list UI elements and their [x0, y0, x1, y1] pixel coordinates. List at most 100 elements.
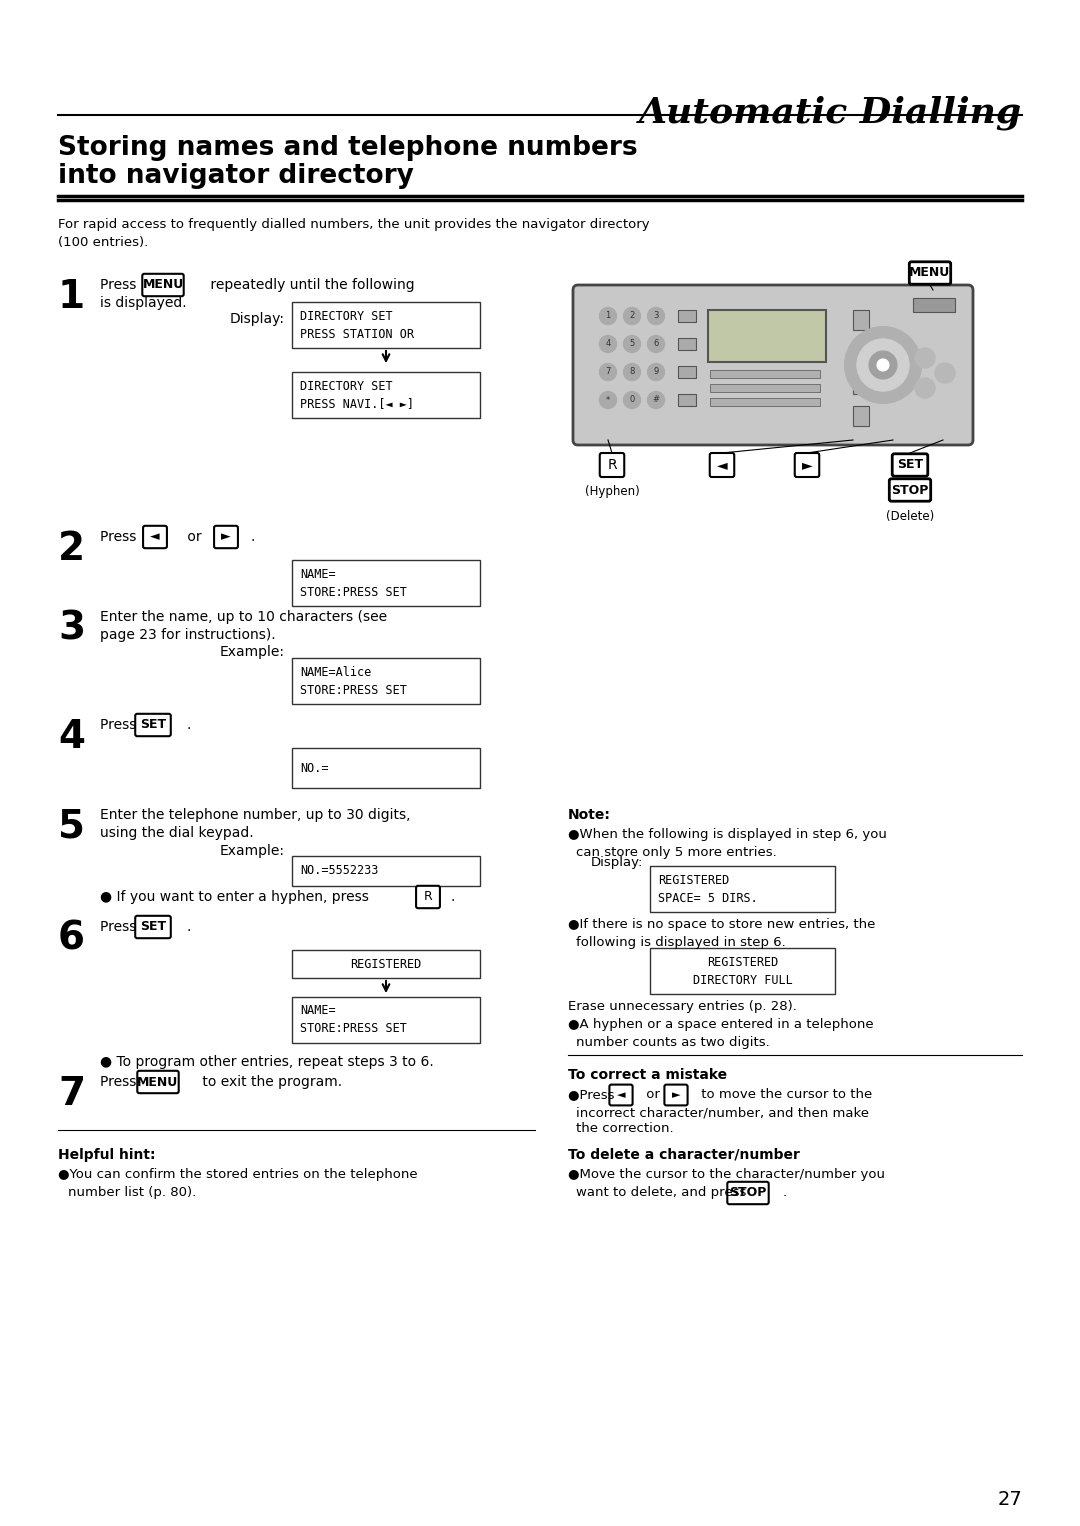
Text: using the dial keypad.: using the dial keypad. — [100, 826, 254, 839]
Bar — [650, 865, 835, 913]
Text: REGISTERED
DIRECTORY FULL: REGISTERED DIRECTORY FULL — [692, 955, 793, 986]
FancyBboxPatch shape — [416, 885, 440, 908]
FancyBboxPatch shape — [143, 273, 184, 296]
Text: Press: Press — [100, 920, 140, 934]
Text: .: . — [186, 920, 190, 934]
Text: to move the cursor to the: to move the cursor to the — [697, 1088, 873, 1100]
Text: 4: 4 — [58, 719, 85, 755]
Text: 1: 1 — [58, 278, 85, 316]
Circle shape — [599, 392, 617, 409]
Circle shape — [599, 363, 617, 380]
Text: want to delete, and press: want to delete, and press — [576, 1186, 751, 1199]
Text: ►: ► — [221, 531, 231, 543]
FancyBboxPatch shape — [573, 285, 973, 446]
Bar — [292, 856, 480, 887]
Text: ●Move the cursor to the character/number you: ●Move the cursor to the character/number… — [568, 1167, 885, 1181]
FancyBboxPatch shape — [909, 262, 950, 284]
Bar — [292, 560, 480, 606]
Text: To delete a character/number: To delete a character/number — [568, 1148, 800, 1161]
Text: ● To program other entries, repeat steps 3 to 6.: ● To program other entries, repeat steps… — [100, 1054, 434, 1070]
Text: STOP: STOP — [729, 1187, 767, 1199]
Bar — [710, 385, 820, 392]
Circle shape — [623, 308, 640, 325]
Circle shape — [623, 336, 640, 353]
Bar — [292, 996, 480, 1042]
Circle shape — [845, 327, 921, 403]
Text: 6: 6 — [653, 339, 659, 348]
FancyBboxPatch shape — [599, 453, 624, 478]
Text: *: * — [606, 395, 610, 404]
Bar — [678, 337, 696, 349]
FancyBboxPatch shape — [710, 453, 734, 478]
Circle shape — [648, 363, 664, 380]
Text: DIRECTORY SET
PRESS NAVI.[◄ ►]: DIRECTORY SET PRESS NAVI.[◄ ►] — [300, 380, 414, 410]
Text: Press: Press — [100, 1074, 140, 1090]
Text: ●A hyphen or a space entered in a telephone: ●A hyphen or a space entered in a teleph… — [568, 1018, 874, 1032]
Text: .: . — [451, 890, 456, 903]
Text: SET: SET — [140, 920, 166, 934]
Text: Note:: Note: — [568, 807, 611, 823]
Text: NAME=
STORE:PRESS SET: NAME= STORE:PRESS SET — [300, 1004, 407, 1036]
FancyBboxPatch shape — [214, 526, 238, 548]
Text: .: . — [783, 1186, 787, 1199]
Text: 0: 0 — [630, 395, 635, 404]
FancyBboxPatch shape — [795, 453, 820, 478]
FancyBboxPatch shape — [143, 526, 167, 548]
Text: NAME=
STORE:PRESS SET: NAME= STORE:PRESS SET — [300, 568, 407, 598]
Text: .: . — [249, 530, 255, 543]
Circle shape — [858, 339, 909, 391]
Text: (100 entries).: (100 entries). — [58, 237, 148, 249]
Text: ●You can confirm the stored entries on the telephone: ●You can confirm the stored entries on t… — [58, 1167, 418, 1181]
Text: REGISTERED
SPACE= 5 DIRS.: REGISTERED SPACE= 5 DIRS. — [658, 873, 758, 905]
Text: R: R — [423, 891, 432, 903]
Text: or: or — [183, 530, 206, 543]
Text: NO.=5552233: NO.=5552233 — [300, 865, 378, 877]
Text: incorrect character/number, and then make: incorrect character/number, and then mak… — [576, 1106, 869, 1119]
Bar — [678, 394, 696, 406]
Text: 7: 7 — [605, 368, 610, 377]
Text: page 23 for instructions).: page 23 for instructions). — [100, 629, 275, 642]
Text: number list (p. 80).: number list (p. 80). — [68, 1186, 197, 1199]
Text: Storing names and telephone numbers: Storing names and telephone numbers — [58, 134, 637, 162]
Text: Press: Press — [100, 278, 140, 291]
Text: Example:: Example: — [220, 645, 285, 659]
Circle shape — [648, 336, 664, 353]
Circle shape — [935, 363, 955, 383]
Text: ●Press: ●Press — [568, 1088, 619, 1100]
Bar — [292, 302, 480, 348]
Text: 9: 9 — [653, 368, 659, 377]
Text: Automatic Dialling: Automatic Dialling — [639, 95, 1022, 130]
Text: To correct a mistake: To correct a mistake — [568, 1068, 727, 1082]
Circle shape — [877, 359, 889, 371]
Text: Erase unnecessary entries (p. 28).: Erase unnecessary entries (p. 28). — [568, 1000, 797, 1013]
Text: 7: 7 — [58, 1074, 85, 1112]
Text: 3: 3 — [653, 311, 659, 320]
Circle shape — [915, 348, 935, 368]
Text: 4: 4 — [606, 339, 610, 348]
Text: Press: Press — [100, 530, 140, 543]
Text: 8: 8 — [630, 368, 635, 377]
Bar — [710, 369, 820, 378]
Text: ● If you want to enter a hyphen, press: ● If you want to enter a hyphen, press — [100, 890, 374, 903]
Text: ●When the following is displayed in step 6, you: ●When the following is displayed in step… — [568, 829, 887, 841]
Bar — [678, 310, 696, 322]
Text: For rapid access to frequently dialled numbers, the unit provides the navigator : For rapid access to frequently dialled n… — [58, 218, 650, 230]
Text: REGISTERED: REGISTERED — [350, 957, 421, 971]
Text: Helpful hint:: Helpful hint: — [58, 1148, 156, 1161]
Text: Enter the name, up to 10 characters (see: Enter the name, up to 10 characters (see — [100, 610, 387, 624]
Circle shape — [623, 363, 640, 380]
Text: 5: 5 — [58, 807, 85, 845]
Text: MENU: MENU — [909, 267, 950, 279]
FancyBboxPatch shape — [137, 1071, 178, 1093]
Bar — [292, 658, 480, 703]
Bar — [710, 398, 820, 406]
FancyBboxPatch shape — [892, 453, 928, 476]
Bar — [913, 298, 955, 311]
Text: STOP: STOP — [891, 484, 929, 496]
Text: R: R — [607, 458, 617, 472]
Text: (Delete): (Delete) — [886, 510, 934, 523]
Text: to exit the program.: to exit the program. — [198, 1074, 342, 1090]
Text: ►: ► — [801, 458, 812, 472]
Text: into navigator directory: into navigator directory — [58, 163, 414, 189]
Text: Display:: Display: — [230, 311, 285, 327]
